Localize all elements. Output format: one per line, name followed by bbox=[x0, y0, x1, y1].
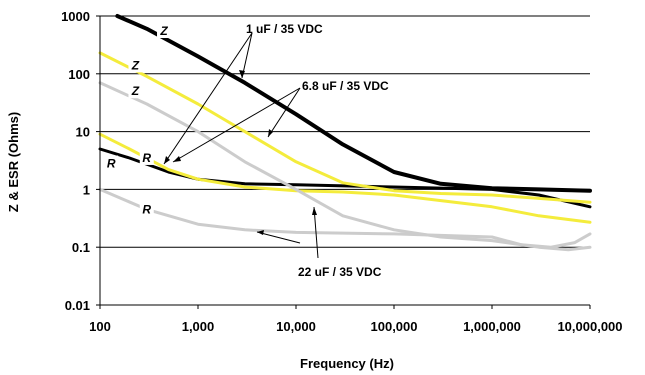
y-tick-label: 10 bbox=[76, 125, 90, 140]
y-tick-labels: 1000 100 10 1 0.1 0.01 bbox=[61, 9, 100, 313]
arrowhead-1uf-r bbox=[164, 156, 170, 164]
curve-tag-bg bbox=[139, 201, 154, 217]
curve-tag-bg bbox=[157, 23, 172, 39]
axes bbox=[99, 16, 590, 306]
series-line-1 bbox=[115, 14, 592, 193]
series-line-3 bbox=[98, 51, 592, 204]
arrow-1uf-z bbox=[241, 32, 253, 79]
curve-tag: R bbox=[142, 151, 151, 165]
y-tick-label: 1000 bbox=[61, 9, 90, 24]
arrow-1uf-r bbox=[163, 32, 253, 165]
curve-tag: Z bbox=[159, 24, 168, 38]
curve-tag: R bbox=[142, 202, 151, 216]
series-line-6 bbox=[98, 187, 592, 249]
annotation-22uf: 22 uF / 35 VDC bbox=[298, 265, 382, 279]
arrow-6-8uf-r bbox=[267, 87, 301, 138]
arrowhead-6-8uf-z bbox=[173, 156, 181, 162]
curve-tag: Z bbox=[131, 84, 140, 98]
arrowhead-22uf-r bbox=[257, 230, 264, 235]
y-tick-label: 100 bbox=[68, 67, 90, 82]
curve-tag-bg bbox=[128, 83, 143, 99]
annotation-arrows bbox=[163, 32, 319, 259]
y-axis-title: Z & ESR (Ohms) bbox=[6, 112, 21, 212]
curve-tag: Z bbox=[131, 58, 140, 72]
x-axis-title: Frequency (Hz) bbox=[300, 356, 394, 371]
series-line-2 bbox=[98, 147, 592, 209]
curve-tag: R bbox=[107, 157, 116, 171]
x-tick-label: 10,000,000 bbox=[557, 319, 622, 334]
x-tick-label: 100,000 bbox=[371, 319, 418, 334]
series-line-5 bbox=[98, 81, 592, 252]
y-tick-label: 1 bbox=[83, 182, 90, 197]
annotation-1uf: 1 uF / 35 VDC bbox=[246, 22, 323, 36]
y-tick-label: 0.01 bbox=[65, 298, 90, 313]
arrow-22uf-z bbox=[313, 206, 319, 259]
curve-tag-bg bbox=[104, 155, 119, 171]
x-tick-label: 1,000,000 bbox=[463, 319, 521, 334]
arrowhead-6-8uf-r bbox=[268, 129, 273, 137]
curve-tag-bg bbox=[139, 149, 154, 165]
x-tick-labels: 100 1,000 10,000 100,000 1,000,000 10,000,000 bbox=[89, 305, 623, 334]
x-tick-label: 100 bbox=[89, 319, 111, 334]
arrowhead-22uf-z bbox=[312, 207, 317, 215]
series-lines bbox=[98, 14, 592, 252]
arrow-6-8uf-z bbox=[172, 87, 301, 163]
arrowhead-1uf-z bbox=[239, 70, 245, 78]
curve-tag-bg bbox=[128, 57, 143, 73]
x-tick-label: 1,000 bbox=[182, 319, 215, 334]
arrow-22uf-r bbox=[256, 231, 301, 244]
annotation-arrowheads bbox=[164, 70, 317, 235]
y-tick-label: 0.1 bbox=[72, 240, 90, 255]
x-tick-label: 10,000 bbox=[276, 319, 316, 334]
annotation-6-8uf: 6.8 uF / 35 VDC bbox=[302, 79, 389, 93]
